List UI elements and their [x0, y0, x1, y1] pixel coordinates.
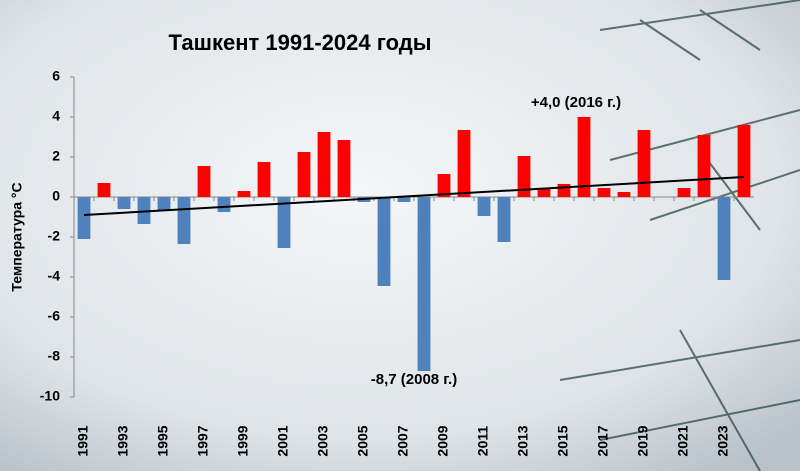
- x-tick-label: 2011: [475, 426, 491, 457]
- bar: [97, 183, 111, 197]
- x-tick-label: 1995: [155, 425, 171, 456]
- bar: [577, 117, 591, 197]
- bar: [77, 197, 91, 239]
- x-tick-label: 2007: [395, 425, 411, 456]
- chart-title: Ташкент 1991-2024 годы: [169, 30, 432, 55]
- bar: [457, 130, 471, 197]
- bar: [617, 192, 631, 197]
- x-tick-label: 2003: [315, 425, 331, 456]
- bar: [557, 184, 571, 197]
- annotation: -8,7 (2008 г.): [371, 371, 457, 388]
- x-tick-label: 2021: [675, 425, 691, 456]
- x-tick-label: 2019: [635, 425, 651, 456]
- bar: [297, 152, 311, 197]
- x-tick-label: 2017: [595, 425, 611, 456]
- y-tick-label: 6: [52, 68, 60, 84]
- bar: [677, 188, 691, 197]
- y-tick-label: 2: [52, 148, 60, 164]
- y-tick-label: -4: [48, 268, 61, 284]
- bar: [597, 188, 611, 197]
- bar: [737, 125, 751, 197]
- bar: [477, 197, 491, 216]
- y-tick-label: -2: [48, 228, 61, 244]
- bar: [517, 156, 531, 197]
- trend-line: [83, 176, 745, 216]
- bar: [417, 197, 431, 371]
- bar: [237, 191, 251, 197]
- x-tick-label: 2013: [515, 425, 531, 456]
- x-tick-label: 2023: [715, 425, 731, 456]
- bar: [397, 197, 411, 202]
- y-tick-label: 4: [52, 108, 60, 124]
- y-tick-label: 0: [52, 188, 60, 204]
- bar: [697, 135, 711, 197]
- bar: [217, 197, 231, 212]
- bar: [637, 130, 651, 197]
- y-tick-label: -6: [48, 308, 61, 324]
- bar: [717, 197, 731, 280]
- annotation: +4,0 (2016 г.): [531, 94, 621, 111]
- x-tick-label: 1999: [235, 425, 251, 456]
- bar: [537, 189, 551, 197]
- bar: [337, 140, 351, 197]
- bar: [157, 197, 171, 211]
- y-tick-label: -10: [40, 388, 60, 404]
- bar: [177, 197, 191, 244]
- bar: [197, 166, 211, 197]
- x-tick-label: 1991: [75, 425, 91, 456]
- y-tick-label: -8: [48, 348, 61, 364]
- y-axis-label: Температура °C: [9, 182, 25, 291]
- bar: [277, 197, 291, 248]
- bar: [257, 162, 271, 197]
- bar: [497, 197, 511, 242]
- x-tick-label: 2009: [435, 425, 451, 456]
- x-tick-label: 1993: [115, 425, 131, 456]
- x-tick-label: 2005: [355, 425, 371, 456]
- x-tick-label: 1997: [195, 425, 211, 456]
- bar: [437, 174, 451, 197]
- bar: [317, 132, 331, 197]
- bar: [117, 197, 131, 209]
- x-tick-label: 2001: [275, 425, 291, 456]
- bar: [377, 197, 391, 286]
- bar: [137, 197, 151, 224]
- x-tick-label: 2015: [555, 425, 571, 456]
